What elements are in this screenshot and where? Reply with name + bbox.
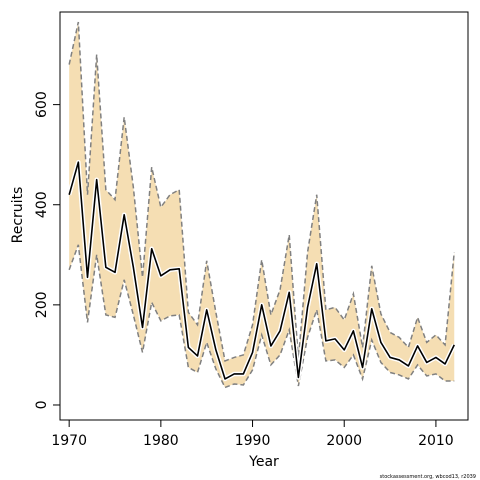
axes: 1970 1980 1990 2000 2010 0 200 400 600	[34, 11, 469, 449]
x-tick-label: 1970	[51, 433, 87, 449]
y-tick-label: 400	[34, 191, 50, 218]
plot-frame	[59, 11, 469, 421]
y-tick-label: 0	[34, 401, 50, 410]
confidence-band	[69, 22, 455, 388]
upper-bound-line	[68, 21, 455, 362]
x-axis-title: Year	[248, 454, 279, 470]
x-tick-label: 2000	[326, 433, 362, 449]
x-tick-label: 1980	[143, 433, 179, 449]
plot-area	[67, 21, 457, 389]
y-axis-title: Recruits	[10, 187, 26, 244]
estimate-line	[68, 161, 455, 380]
y-tick-label: 600	[34, 91, 50, 118]
x-tick-label: 1990	[235, 433, 271, 449]
x-tick-label: 2010	[418, 433, 454, 449]
lower-bound-line	[68, 244, 455, 389]
y-tick-label: 200	[34, 291, 50, 318]
credit-text: stockassessment.org, wbcod13, r2039	[380, 474, 476, 480]
